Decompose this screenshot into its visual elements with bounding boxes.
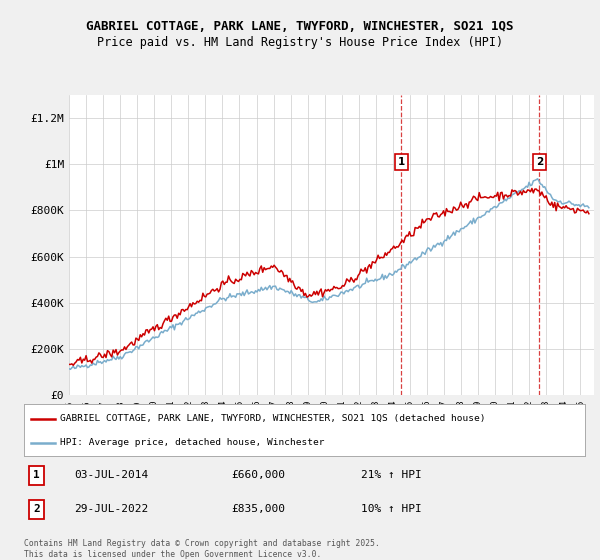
Text: 1: 1 <box>33 470 40 480</box>
Text: GABRIEL COTTAGE, PARK LANE, TWYFORD, WINCHESTER, SO21 1QS: GABRIEL COTTAGE, PARK LANE, TWYFORD, WIN… <box>86 20 514 32</box>
Text: 2: 2 <box>536 157 543 167</box>
Text: GABRIEL COTTAGE, PARK LANE, TWYFORD, WINCHESTER, SO21 1QS (detached house): GABRIEL COTTAGE, PARK LANE, TWYFORD, WIN… <box>61 414 486 423</box>
Text: 03-JUL-2014: 03-JUL-2014 <box>74 470 149 480</box>
Text: Price paid vs. HM Land Registry's House Price Index (HPI): Price paid vs. HM Land Registry's House … <box>97 36 503 49</box>
Text: £835,000: £835,000 <box>232 505 286 515</box>
Text: 2: 2 <box>33 505 40 515</box>
Text: 1: 1 <box>398 157 405 167</box>
Text: Contains HM Land Registry data © Crown copyright and database right 2025.
This d: Contains HM Land Registry data © Crown c… <box>24 539 380 559</box>
Text: 21% ↑ HPI: 21% ↑ HPI <box>361 470 421 480</box>
Text: HPI: Average price, detached house, Winchester: HPI: Average price, detached house, Winc… <box>61 438 325 447</box>
Text: £660,000: £660,000 <box>232 470 286 480</box>
Text: 10% ↑ HPI: 10% ↑ HPI <box>361 505 421 515</box>
Text: 29-JUL-2022: 29-JUL-2022 <box>74 505 149 515</box>
